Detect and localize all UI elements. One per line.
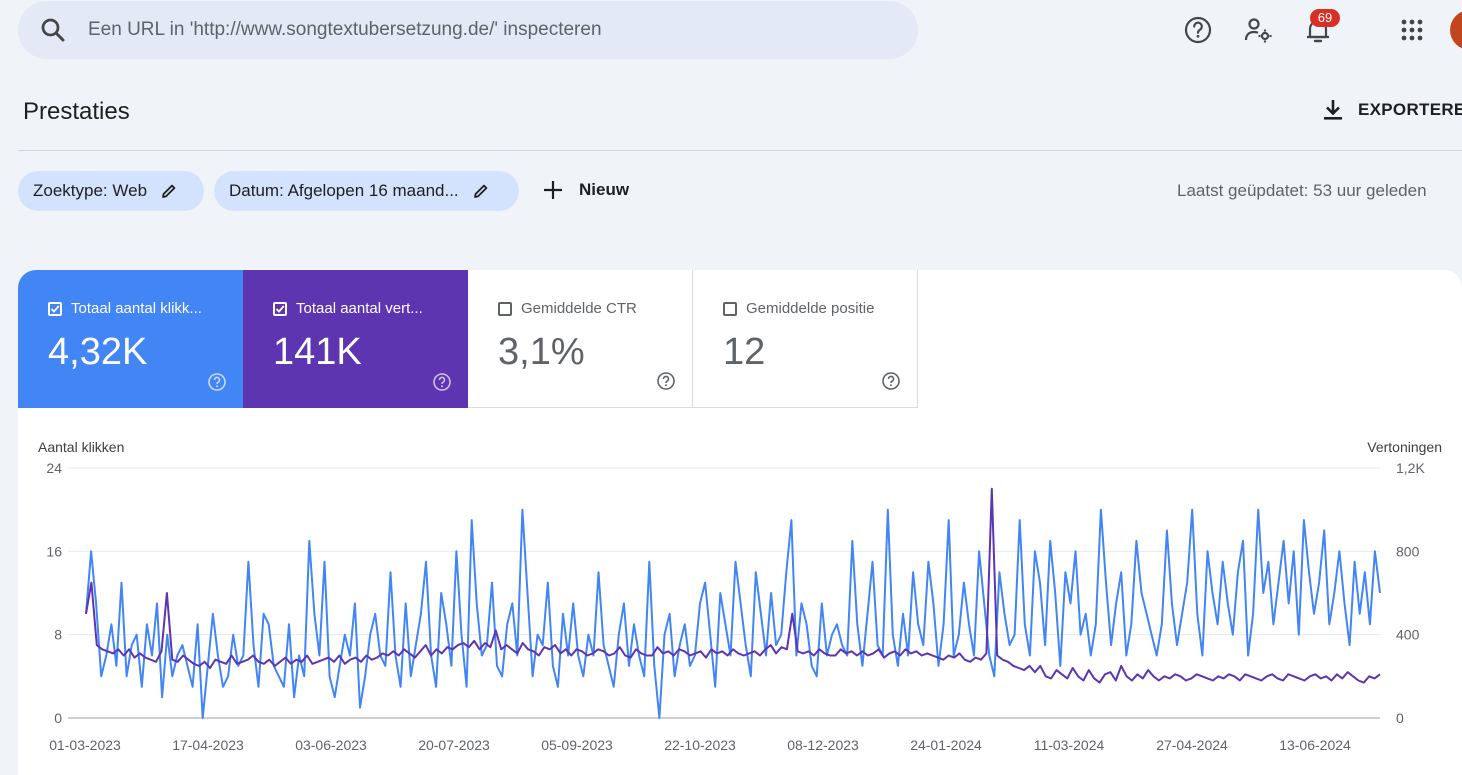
checkbox-checked-icon[interactable] xyxy=(273,301,287,316)
new-filter-label: Nieuw xyxy=(579,180,630,199)
checkbox-unchecked-icon[interactable] xyxy=(723,301,737,316)
url-inspection-search[interactable]: Een URL in 'http://www.songtextubersetzu… xyxy=(18,1,918,59)
performance-chart: Aantal klikken Vertoningen 0 8 16 24 0 400 800 1,… xyxy=(38,439,1442,753)
help-icon[interactable] xyxy=(656,371,676,391)
metric-value: 4,32K xyxy=(48,331,148,373)
apps-grid-icon[interactable] xyxy=(1396,14,1428,46)
y-right-tick: 1,2K xyxy=(1396,460,1425,476)
help-icon[interactable] xyxy=(207,372,227,392)
x-tick: 22-10-2023 xyxy=(664,737,736,753)
filter-chip-label: Datum: Afgelopen 16 maand... xyxy=(229,181,459,200)
performance-card: Totaal aantal klikk... 4,32K Totaal aant… xyxy=(18,270,1462,775)
edit-pencil-icon[interactable] xyxy=(473,183,489,199)
series-line-impressions xyxy=(85,487,1381,684)
y-left-tick: 0 xyxy=(54,710,62,726)
x-tick: 08-12-2023 xyxy=(787,737,859,753)
help-icon[interactable] xyxy=(432,372,452,392)
checkbox-checked-icon[interactable] xyxy=(48,301,62,316)
new-filter-button[interactable]: Nieuw xyxy=(541,178,629,202)
x-tick: 03-06-2023 xyxy=(295,737,367,753)
y-right-tick: 800 xyxy=(1396,543,1420,559)
x-tick: 20-07-2023 xyxy=(418,737,490,753)
help-icon[interactable] xyxy=(881,371,901,391)
export-label: EXPORTEREN xyxy=(1358,100,1462,119)
search-input[interactable]: Een URL in 'http://www.songtextubersetzu… xyxy=(88,19,602,40)
y-axis-left-title: Aantal klikken xyxy=(38,439,124,455)
y-left-tick: 8 xyxy=(54,627,62,643)
export-button[interactable]: EXPORTEREN xyxy=(1322,98,1462,122)
checkbox-unchecked-icon[interactable] xyxy=(498,301,512,316)
manage-users-icon[interactable] xyxy=(1242,14,1274,46)
series-line-clicks xyxy=(85,508,1381,719)
metric-value: 12 xyxy=(723,331,766,373)
avatar[interactable] xyxy=(1450,10,1462,50)
y-axis-right-title: Vertoningen xyxy=(1367,439,1442,455)
x-tick: 11-03-2024 xyxy=(1034,737,1105,753)
last-updated-text: Laatst geüpdatet: 53 uur geleden xyxy=(1177,181,1427,200)
metric-label: Totaal aantal klikk... xyxy=(71,300,202,317)
metric-label: Gemiddelde positie xyxy=(746,300,875,317)
filter-chip-date[interactable]: Datum: Afgelopen 16 maand... xyxy=(214,171,519,211)
notification-badge: 69 xyxy=(1310,9,1340,27)
filter-chip-search-type[interactable]: Zoektype: Web xyxy=(18,171,204,211)
metric-total-impressions[interactable]: Totaal aantal vert... 141K xyxy=(243,270,468,408)
metric-label: Totaal aantal vert... xyxy=(296,300,423,317)
y-right-tick: 400 xyxy=(1396,627,1420,643)
download-icon xyxy=(1324,100,1342,120)
metric-average-position[interactable]: Gemiddelde positie 12 xyxy=(693,270,918,408)
x-tick: 01-03-2023 xyxy=(49,737,121,753)
divider xyxy=(18,150,1462,151)
filter-chip-label: Zoektype: Web xyxy=(33,181,148,200)
x-tick: 13-06-2024 xyxy=(1279,737,1351,753)
plus-icon xyxy=(544,181,562,199)
x-tick: 27-04-2024 xyxy=(1156,737,1228,753)
y-left-tick: 16 xyxy=(46,543,62,559)
page-title: Prestaties xyxy=(23,98,130,125)
metric-value: 3,1% xyxy=(498,331,585,373)
metric-label: Gemiddelde CTR xyxy=(521,300,637,317)
y-left-tick: 24 xyxy=(46,460,62,476)
metric-average-ctr[interactable]: Gemiddelde CTR 3,1% xyxy=(468,270,693,408)
help-icon[interactable] xyxy=(1182,14,1214,46)
x-tick: 05-09-2023 xyxy=(541,737,613,753)
x-tick: 17-04-2023 xyxy=(172,737,244,753)
metric-value: 141K xyxy=(273,331,362,373)
search-icon xyxy=(41,18,65,42)
x-tick: 24-01-2024 xyxy=(910,737,982,753)
y-right-tick: 0 xyxy=(1396,710,1404,726)
edit-pencil-icon[interactable] xyxy=(161,183,177,199)
metric-total-clicks[interactable]: Totaal aantal klikk... 4,32K xyxy=(18,270,243,408)
